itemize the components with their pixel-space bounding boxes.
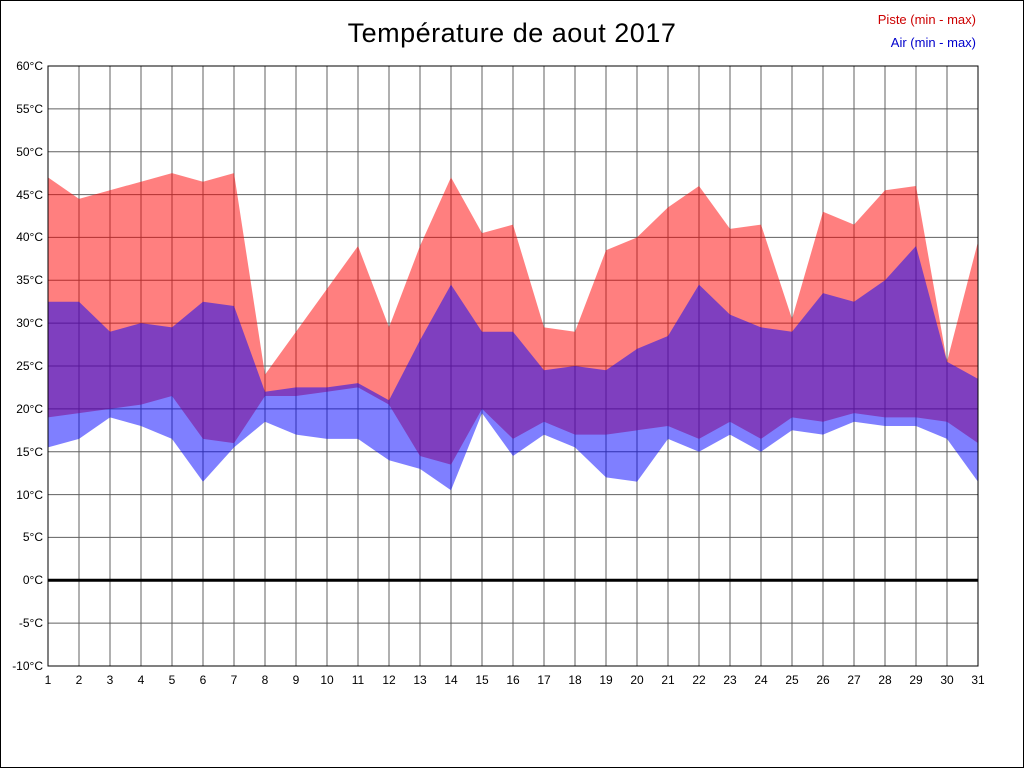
x-tick-label: 5 bbox=[168, 673, 176, 687]
x-tick-label: 17 bbox=[537, 673, 551, 687]
y-tick-label: 5°C bbox=[22, 530, 43, 544]
y-tick-label: 45°C bbox=[16, 188, 43, 202]
x-tick-label: 8 bbox=[261, 673, 269, 687]
x-tick-label: 4 bbox=[137, 673, 145, 687]
x-tick-label: 12 bbox=[382, 673, 396, 687]
y-tick-label: 15°C bbox=[16, 445, 43, 459]
legend-item-air: Air (min - max) bbox=[890, 35, 976, 50]
x-tick-label: 31 bbox=[971, 673, 985, 687]
x-tick-label: 29 bbox=[909, 673, 923, 687]
x-tick-label: 26 bbox=[816, 673, 830, 687]
y-tick-label: 20°C bbox=[16, 402, 43, 416]
y-tick-label: 60°C bbox=[16, 59, 43, 73]
x-tick-label: 15 bbox=[475, 673, 489, 687]
x-tick-label: 28 bbox=[878, 673, 892, 687]
legend: Piste (min - max) Air (min - max) bbox=[878, 8, 976, 54]
x-tick-label: 14 bbox=[444, 673, 458, 687]
y-tick-label: 50°C bbox=[16, 145, 43, 159]
x-tick-label: 2 bbox=[75, 673, 83, 687]
x-tick-label: 7 bbox=[230, 673, 238, 687]
y-tick-label: 35°C bbox=[16, 273, 43, 287]
chart-title: Température de aout 2017 bbox=[347, 18, 677, 48]
x-tick-label: 24 bbox=[754, 673, 768, 687]
y-tick-label: 40°C bbox=[16, 230, 43, 244]
y-tick-label: -10°C bbox=[12, 659, 43, 673]
y-tick-label: 10°C bbox=[16, 488, 43, 502]
x-tick-label: 6 bbox=[199, 673, 207, 687]
x-tick-label: 23 bbox=[723, 673, 737, 687]
x-tick-label: 16 bbox=[506, 673, 520, 687]
legend-item-piste: Piste (min - max) bbox=[877, 12, 976, 27]
x-tick-label: 19 bbox=[599, 673, 613, 687]
x-tick-label: 3 bbox=[106, 673, 114, 687]
x-tick-label: 10 bbox=[320, 673, 334, 687]
air-band bbox=[48, 246, 978, 491]
x-tick-label: 21 bbox=[661, 673, 675, 687]
x-tick-label: 30 bbox=[940, 673, 954, 687]
y-tick-label: 30°C bbox=[16, 316, 43, 330]
x-tick-label: 27 bbox=[847, 673, 861, 687]
x-tick-label: 18 bbox=[568, 673, 582, 687]
x-tick-label: 22 bbox=[692, 673, 706, 687]
y-tick-label: 55°C bbox=[16, 102, 43, 116]
y-tick-label: -5°C bbox=[18, 616, 43, 630]
plot-border bbox=[47, 65, 979, 667]
x-tick-label: 11 bbox=[351, 673, 365, 687]
x-tick-label: 1 bbox=[44, 673, 52, 687]
x-tick-label: 25 bbox=[785, 673, 799, 687]
y-tick-label: 0°C bbox=[22, 573, 43, 587]
x-tick-label: 9 bbox=[292, 673, 300, 687]
x-tick-label: 20 bbox=[630, 673, 644, 687]
y-tick-label: 25°C bbox=[16, 359, 43, 373]
x-tick-label: 13 bbox=[413, 673, 427, 687]
